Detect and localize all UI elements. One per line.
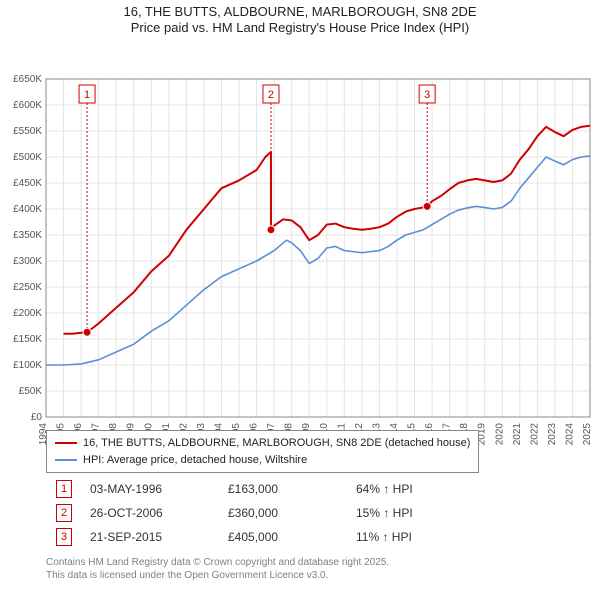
sale-marker-number: 1 <box>84 89 90 101</box>
sale-number-box: 1 <box>56 480 72 498</box>
svg-text:£650K: £650K <box>13 74 42 85</box>
svg-text:2020: 2020 <box>494 422 505 445</box>
svg-text:£250K: £250K <box>13 282 42 293</box>
svg-text:2023: 2023 <box>547 422 558 445</box>
svg-text:2022: 2022 <box>529 422 540 445</box>
svg-text:£400K: £400K <box>13 204 42 215</box>
legend-label: HPI: Average price, detached house, Wilt… <box>83 452 307 469</box>
sale-price: £405,000 <box>220 526 346 548</box>
svg-text:£500K: £500K <box>13 152 42 163</box>
svg-text:£0: £0 <box>31 412 43 423</box>
legend-item: 16, THE BUTTS, ALDBOURNE, MARLBOROUGH, S… <box>55 435 470 452</box>
sale-price: £163,000 <box>220 478 346 500</box>
sale-marker-dot <box>83 328 91 336</box>
sale-date: 03-MAY-1996 <box>82 478 218 500</box>
svg-text:£550K: £550K <box>13 126 42 137</box>
sale-date: 26-OCT-2006 <box>82 502 218 524</box>
sale-row: 2 26-OCT-2006£360,00015% ↑ HPI <box>48 502 421 524</box>
svg-text:£450K: £450K <box>13 178 42 189</box>
sale-marker-dot <box>423 202 431 210</box>
svg-text:£50K: £50K <box>19 386 43 397</box>
svg-text:£300K: £300K <box>13 256 42 267</box>
legend-item: HPI: Average price, detached house, Wilt… <box>55 452 470 469</box>
sale-number-box: 2 <box>56 504 72 522</box>
sales-table: 1 03-MAY-1996£163,00064% ↑ HPI 2 26-OCT-200… <box>46 476 423 550</box>
legend-label: 16, THE BUTTS, ALDBOURNE, MARLBOROUGH, S… <box>83 435 470 452</box>
sale-marker-number: 3 <box>424 89 430 101</box>
sale-number-box: 3 <box>56 528 72 546</box>
svg-text:£100K: £100K <box>13 360 42 371</box>
sale-row: 1 03-MAY-1996£163,00064% ↑ HPI <box>48 478 421 500</box>
svg-text:£350K: £350K <box>13 230 42 241</box>
svg-text:£150K: £150K <box>13 334 42 345</box>
line-chart: £0 £50K £100K £150K £200K £250K £300K £350K £400… <box>0 37 600 447</box>
sale-delta: 11% ↑ HPI <box>348 526 421 548</box>
sale-delta: 15% ↑ HPI <box>348 502 421 524</box>
title-line-2: Price paid vs. HM Land Registry's House … <box>0 20 600 36</box>
svg-text:2024: 2024 <box>564 422 575 445</box>
sale-date: 21-SEP-2015 <box>82 526 218 548</box>
footer-line-2: This data is licensed under the Open Gov… <box>46 569 389 582</box>
svg-text:£600K: £600K <box>13 100 42 111</box>
footer-line-1: Contains HM Land Registry data © Crown c… <box>46 556 389 569</box>
svg-text:£200K: £200K <box>13 308 42 319</box>
legend-swatch <box>55 442 77 444</box>
legend: 16, THE BUTTS, ALDBOURNE, MARLBOROUGH, S… <box>46 430 479 473</box>
svg-text:2021: 2021 <box>512 422 523 445</box>
sale-row: 3 21-SEP-2015£405,00011% ↑ HPI <box>48 526 421 548</box>
sale-price: £360,000 <box>220 502 346 524</box>
chart-title-block: 16, THE BUTTS, ALDBOURNE, MARLBOROUGH, S… <box>0 0 600 37</box>
sale-marker-dot <box>267 225 275 233</box>
legend-swatch <box>55 459 77 461</box>
sale-delta: 64% ↑ HPI <box>348 478 421 500</box>
sale-marker-number: 2 <box>268 89 274 101</box>
footer-attribution: Contains HM Land Registry data © Crown c… <box>46 556 389 582</box>
title-line-1: 16, THE BUTTS, ALDBOURNE, MARLBOROUGH, S… <box>0 4 600 20</box>
svg-text:2025: 2025 <box>582 422 593 445</box>
